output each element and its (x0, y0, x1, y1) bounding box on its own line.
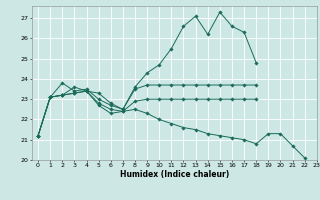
X-axis label: Humidex (Indice chaleur): Humidex (Indice chaleur) (120, 170, 229, 179)
